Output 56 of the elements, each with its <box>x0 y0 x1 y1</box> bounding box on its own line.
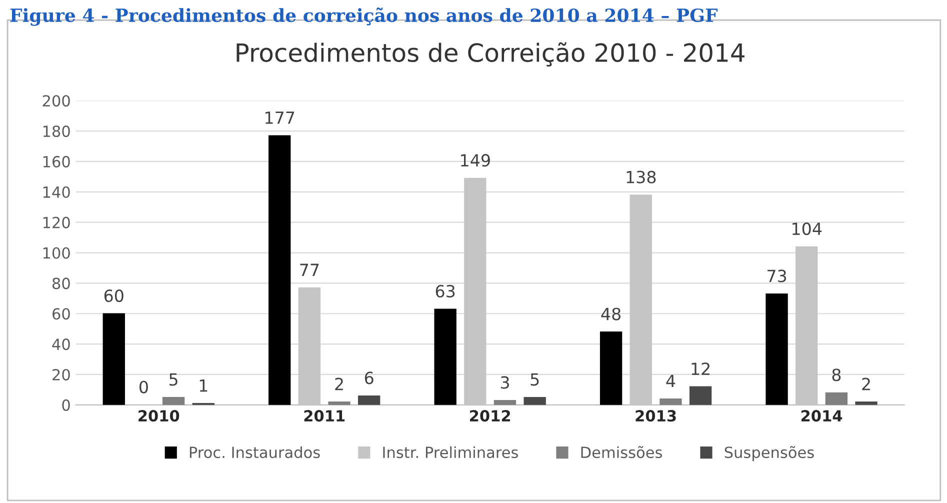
x-tick-label: 2012 <box>470 410 510 422</box>
y-tick-label: 200 <box>42 95 70 107</box>
y-tick-label: 180 <box>43 125 70 138</box>
data-label: 177 <box>266 112 294 124</box>
legend-label: Demissões <box>581 446 662 458</box>
bar <box>825 392 848 405</box>
y-tick-label: 80 <box>52 278 70 290</box>
chart-title: Procedimentos de Correição 2010 - 2014 <box>236 42 744 67</box>
data-label: 2 <box>335 378 343 390</box>
data-label: 138 <box>626 170 656 184</box>
y-tick-label: 100 <box>43 247 70 259</box>
data-label: 6 <box>364 372 374 384</box>
legend-label: Suspensões <box>724 446 814 462</box>
data-label: 0 <box>140 380 148 394</box>
data-label: 8 <box>832 368 841 382</box>
x-tick-label: 2011 <box>304 410 345 422</box>
data-label: 104 <box>792 222 822 236</box>
data-label: 3 <box>500 376 509 389</box>
bar <box>600 332 622 405</box>
bar <box>524 396 546 405</box>
bar <box>102 313 125 405</box>
x-tick-label: 2010 <box>138 410 180 422</box>
bar <box>434 308 456 405</box>
y-tick-label: 40 <box>52 338 70 350</box>
bar <box>358 395 380 405</box>
data-label: 2 <box>862 378 870 390</box>
data-label: 5 <box>170 373 178 386</box>
data-label: 48 <box>601 308 621 320</box>
x-tick-label: 2013 <box>636 410 676 422</box>
bar <box>855 402 878 405</box>
data-label: 73 <box>768 270 786 282</box>
bar <box>689 386 712 405</box>
data-label: 63 <box>436 284 455 298</box>
y-tick-label: 20 <box>52 368 70 381</box>
data-label: 12 <box>692 362 710 375</box>
data-label: 77 <box>300 264 319 276</box>
bar <box>328 402 350 405</box>
x-tick-label: 2014 <box>801 410 842 422</box>
y-tick-label: 160 <box>43 156 70 168</box>
data-label: 4 <box>666 374 676 388</box>
data-label: 60 <box>104 289 124 302</box>
data-label: 149 <box>461 154 490 167</box>
data-label: 5 <box>530 373 539 386</box>
legend-label: Proc. Instaurados <box>190 446 320 458</box>
y-tick-label: 0 <box>62 399 70 411</box>
bar <box>766 293 788 405</box>
bar <box>162 396 185 405</box>
caption: Figure 4 - Procedimentos de correição nos anos de 2010 a 2014 – PGF <box>10 8 718 26</box>
bar <box>660 398 682 405</box>
bar <box>268 135 291 405</box>
legend-label: Instr. Preliminares <box>383 446 518 458</box>
y-tick-label: 120 <box>43 216 70 228</box>
y-tick-label: 60 <box>52 308 70 320</box>
bar <box>494 400 516 405</box>
y-tick-label: 140 <box>43 186 70 198</box>
data-label: 1 <box>200 379 208 392</box>
